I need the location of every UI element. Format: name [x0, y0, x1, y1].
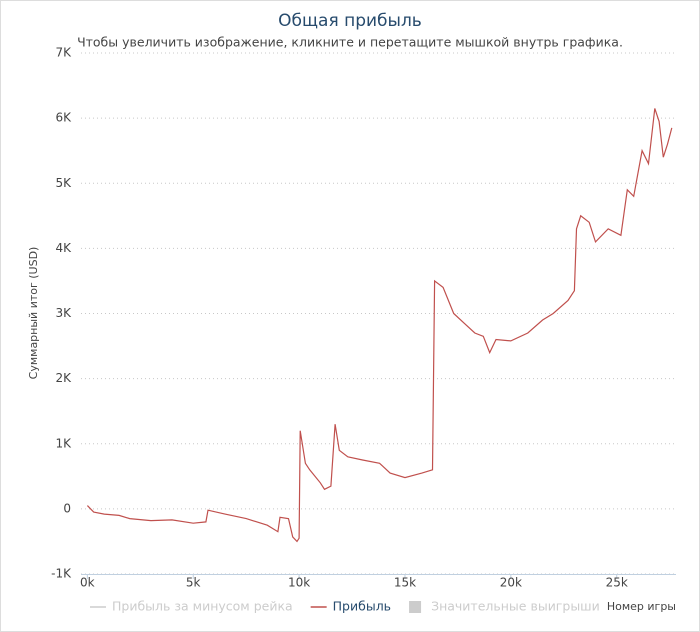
y-tick-label: 7K [55, 46, 72, 60]
legend-symbol [409, 601, 422, 613]
y-tick-label: 0 [63, 501, 71, 515]
chart-subtitle: Чтобы увеличить изображение, кликните и … [77, 35, 623, 50]
chart-title: Общая прибыль [278, 11, 422, 31]
x-tick-label: 20k [500, 576, 522, 590]
y-tick-label: 5K [55, 176, 72, 190]
y-tick-label: 1K [55, 436, 72, 450]
legend-label: Прибыль за минусом рейка [112, 599, 293, 614]
legend-item[interactable]: Значительные выигрыши [409, 599, 600, 614]
legend-label: Значительные выигрыши [431, 599, 600, 614]
y-axis-label: Суммарный итог (USD) [27, 247, 40, 380]
x-tick-label: 0k [80, 576, 95, 590]
y-tick-label: 2K [55, 371, 72, 385]
x-tick-label: 25k [606, 576, 628, 590]
series-line [86, 108, 673, 543]
y-tick-label: -1K [51, 567, 72, 581]
y-tick-label: 3K [55, 306, 72, 320]
legend-item[interactable]: Прибыль [310, 599, 391, 614]
x-axis-label: Номер игры [607, 600, 676, 613]
x-tick-label: 15k [394, 576, 416, 590]
x-tick-label: 10k [288, 576, 310, 590]
y-tick-label: 6K [55, 111, 72, 125]
legend-item[interactable]: Прибыль за минусом рейка [90, 599, 293, 614]
x-tick-label: 5k [186, 576, 201, 590]
y-tick-label: 4K [55, 241, 72, 255]
legend-label: Прибыль [333, 599, 391, 614]
